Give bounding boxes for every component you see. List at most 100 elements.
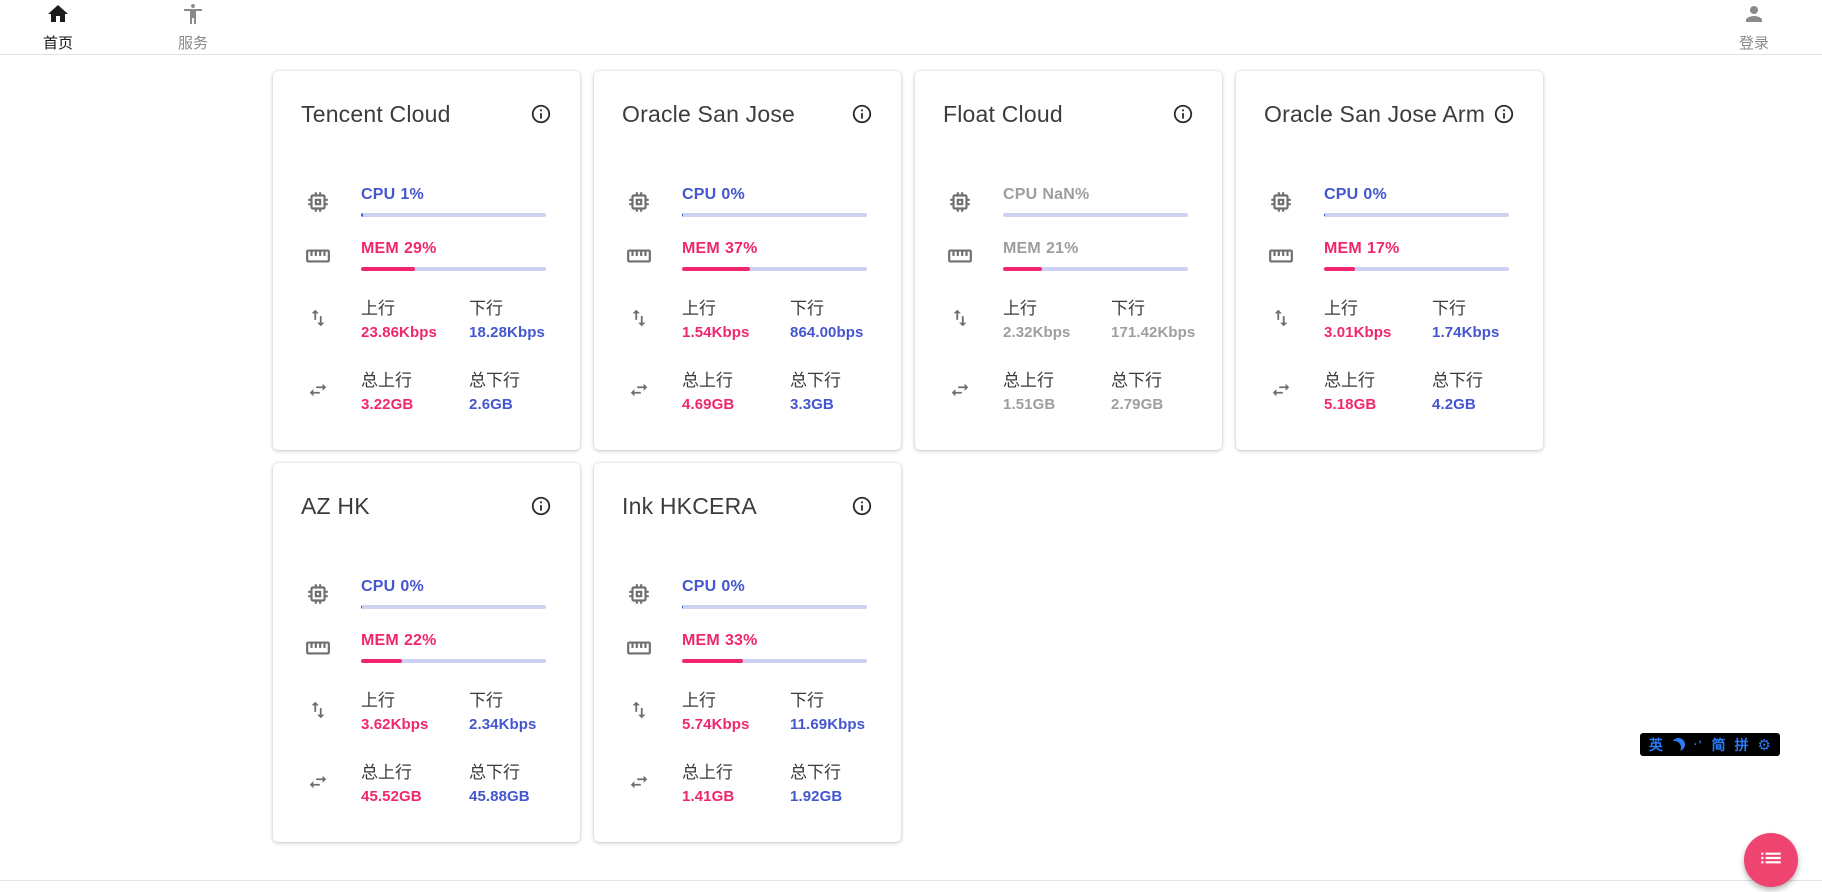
mem-row: MEM 37% [622,240,873,271]
total-download-label: 总下行 [790,371,841,390]
download-label: 下行 [469,691,503,710]
download-label: 下行 [790,299,824,318]
swap-arrows-icon [301,379,335,401]
nav-item-services[interactable]: 服务 [165,2,221,53]
cpu-chip-icon [943,189,977,215]
cpu-row: CPU 0% [622,578,873,609]
total-row: 总上行 1.41GB 总下行 1.92GB [622,758,873,805]
total-row: 总上行 5.18GB 总下行 4.2GB [1264,366,1515,413]
mem-progress-fill [1324,267,1356,271]
swap-arrows-icon [301,771,335,793]
total-upload-value: 5.18GB [1324,396,1377,413]
server-name: Ink HKCERA [622,493,757,519]
info-icon[interactable] [851,495,873,522]
updown-arrows-icon [301,699,335,721]
ime-punct-button[interactable]: ·’ [1693,738,1703,751]
server-stats: CPU 0% MEM 33% [622,578,873,805]
ime-simplified-button[interactable]: 简 [1711,736,1726,753]
total-download-value: 2.6GB [469,396,513,413]
swap-arrows-icon [622,771,656,793]
server-card: Ink HKCERA CPU 0% [594,463,901,842]
nav-label-login: 登录 [1738,34,1769,52]
server-card: Oracle San Jose Arm CPU 0% [1236,71,1543,450]
card-header: Ink HKCERA [622,493,873,522]
download-speed-value: 864.00bps [790,324,864,341]
upload-speed-value: 3.62Kbps [361,716,429,733]
cpu-usage-text: CPU NaN% [1003,186,1090,203]
cpu-chip-icon [301,581,335,607]
total-download-value: 45.88GB [469,788,530,805]
updown-arrows-icon [622,699,656,721]
gear-icon[interactable]: ⚙ [1757,736,1771,754]
server-name: Float Cloud [943,101,1063,127]
upload-speed-value: 23.86Kbps [361,324,437,341]
upload-label: 上行 [1003,299,1037,318]
speed-row: 上行 5.74Kbps 下行 11.69Kbps [622,686,873,733]
mem-progress-fill [682,659,744,663]
download-label: 下行 [469,299,503,318]
cpu-progress-fill [1324,213,1326,217]
server-list-fab[interactable] [1744,833,1798,887]
download-speed-value: 171.42Kbps [1111,324,1196,341]
info-icon[interactable] [1493,103,1515,130]
mem-progress-bar [361,267,546,271]
cpu-progress-bar [682,213,867,217]
upload-speed-value: 1.54Kbps [682,324,750,341]
info-icon[interactable] [851,103,873,130]
upload-label: 上行 [682,299,716,318]
server-grid: Tencent Cloud CPU 1% [273,71,1543,842]
memory-ruler-icon [943,243,977,269]
total-download-label: 总下行 [469,371,520,390]
updown-arrows-icon [943,307,977,329]
upload-speed-value: 2.32Kbps [1003,324,1071,341]
ime-lang-button[interactable]: 英 [1648,736,1663,753]
mem-row: MEM 29% [301,240,552,271]
info-icon[interactable] [530,103,552,130]
total-upload-label: 总上行 [361,371,412,390]
cpu-progress-fill [682,213,684,217]
total-upload-label: 总上行 [682,763,733,782]
ime-pinyin-button[interactable]: 拼 [1734,736,1749,753]
mem-progress-fill [361,659,402,663]
server-name: Oracle San Jose Arm [1264,101,1486,127]
cpu-row: CPU 0% [301,578,552,609]
server-stats: CPU 1% MEM 29% [301,186,552,413]
info-icon[interactable] [1172,103,1194,130]
accessibility-icon [181,2,205,31]
total-upload-value: 45.52GB [361,788,422,805]
info-icon[interactable] [530,495,552,522]
mem-progress-bar [361,659,546,663]
memory-ruler-icon [301,635,335,661]
mem-usage-text: MEM 22% [361,632,437,649]
download-speed-value: 11.69Kbps [790,716,866,733]
server-stats: CPU NaN% MEM 21% [943,186,1196,413]
total-download-value: 1.92GB [790,788,843,805]
updown-arrows-icon [622,307,656,329]
total-row: 总上行 1.51GB 总下行 2.79GB [943,366,1194,413]
mem-progress-bar [682,659,867,663]
server-name: AZ HK [301,493,370,519]
download-speed-value: 2.34Kbps [469,716,537,733]
total-upload-value: 1.41GB [682,788,735,805]
nav-item-login[interactable]: 登录 [1726,2,1782,53]
upload-speed-value: 5.74Kbps [682,716,750,733]
mem-progress-bar [1003,267,1188,271]
moon-icon[interactable] [1672,738,1685,751]
server-card: Tencent Cloud CPU 1% [273,71,580,450]
total-download-label: 总下行 [1432,371,1483,390]
total-upload-label: 总上行 [1324,371,1375,390]
footer-divider [0,880,1822,892]
speed-row: 上行 3.01Kbps 下行 1.74Kbps [1264,294,1515,341]
mem-progress-bar [1324,267,1509,271]
nav-item-home[interactable]: 首页 [30,2,86,53]
server-card: Float Cloud CPU NaN% [915,71,1222,450]
mem-usage-text: MEM 29% [361,240,437,257]
upload-label: 上行 [1324,299,1358,318]
mem-usage-text: MEM 21% [1003,240,1079,257]
cpu-progress-bar [361,605,546,609]
cpu-chip-icon [622,581,656,607]
total-download-label: 总下行 [790,763,841,782]
cpu-chip-icon [301,189,335,215]
server-name: Tencent Cloud [301,101,451,127]
total-upload-value: 1.51GB [1003,396,1056,413]
